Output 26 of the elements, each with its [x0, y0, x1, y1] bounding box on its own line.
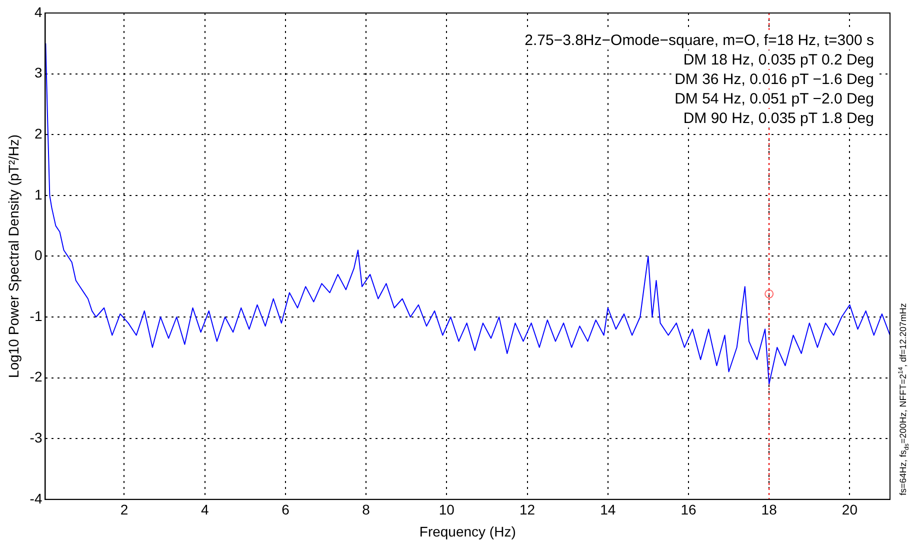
x-tick-label: 4 — [200, 502, 209, 518]
x-tick-label: 14 — [600, 502, 616, 518]
x-tick-label: 8 — [362, 502, 370, 518]
y-tick-label: 4 — [34, 4, 42, 20]
x-tick-label: 16 — [680, 502, 696, 518]
x-tick-label: 6 — [282, 502, 290, 518]
y-tick-label: 1 — [34, 186, 42, 202]
x-axis-title: Frequency (Hz) — [419, 523, 516, 540]
y-tick-label: -2 — [30, 368, 42, 385]
x-tick-label: 12 — [519, 502, 536, 518]
y-tick-label: -3 — [30, 429, 42, 446]
x-tick-label: 20 — [842, 502, 858, 518]
x-tick-label: 2 — [120, 502, 128, 518]
y-tick-label: -1 — [30, 308, 42, 324]
annotation: DM 18 Hz, 0.035 pT 0.2 Deg — [683, 52, 874, 68]
y-tick-label: -4 — [30, 490, 42, 506]
y-tick-label: 3 — [34, 64, 42, 81]
annotation: 2.75−3.8Hz−Omode−square, m=O, f=18 Hz, t=300 s — [524, 32, 874, 49]
y-axis-title: Log10 Power Spectral Density (pT²/Hz) — [5, 134, 22, 378]
y-tick-label: 0 — [34, 247, 42, 264]
annotation: DM 90 Hz, 0.035 pT 1.8 Deg — [683, 110, 874, 127]
x-tick-label: 10 — [438, 502, 455, 518]
annotation: DM 54 Hz, 0.051 pT −2.0 Deg — [674, 90, 874, 108]
x-tick-label: 18 — [761, 502, 778, 518]
y-tick-label: 2 — [34, 125, 42, 142]
annotation: DM 36 Hz, 0.016 pT −1.6 Deg — [674, 71, 874, 88]
